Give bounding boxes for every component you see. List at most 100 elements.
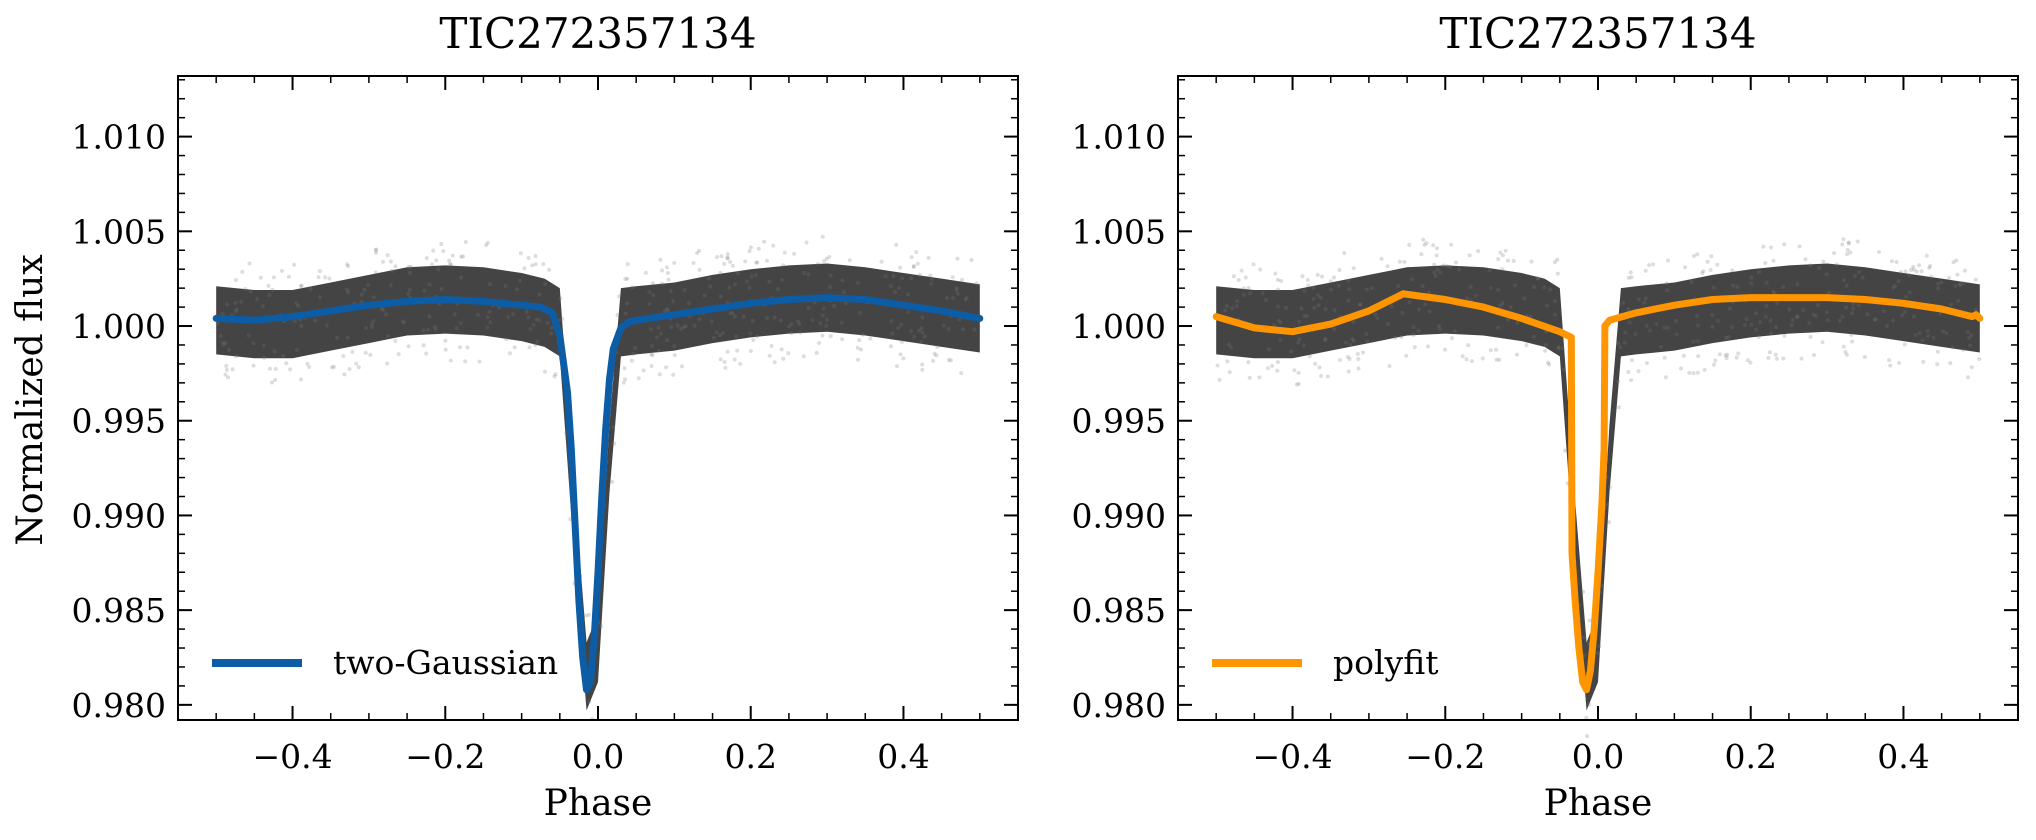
y-tick-label: 1.000 [1072,307,1166,346]
data-point [454,325,459,330]
data-point [488,320,493,325]
data-point [860,332,865,337]
data-point [396,352,401,357]
data-point [725,252,730,257]
data-point [718,270,723,275]
data-point [552,374,557,379]
data-point [1773,352,1778,357]
data-point [686,301,691,306]
data-point [898,265,903,270]
data-point [1919,269,1924,274]
data-point [1223,308,1228,313]
data-point [1258,267,1263,272]
data-point [1621,301,1626,306]
data-point [706,276,711,281]
data-point [1278,337,1283,342]
data-point [1877,249,1882,254]
data-point [900,276,905,281]
data-point [1735,284,1740,289]
data-point [485,325,490,330]
data-point [234,307,239,312]
data-point [891,273,896,278]
data-point [1317,365,1322,370]
data-point [920,367,925,372]
data-point [1857,270,1862,275]
data-point [668,288,673,293]
data-point [671,372,676,377]
data-point [1434,253,1439,258]
data-point [286,274,291,279]
data-point [427,314,432,319]
data-point [917,272,922,277]
data-point [448,358,453,363]
data-point [1821,259,1826,264]
data-point [1284,305,1289,310]
data-point [354,361,359,366]
data-point [1873,317,1878,322]
data-point [932,351,937,356]
data-point [1234,304,1239,309]
data-point [1681,353,1686,358]
data-point [1438,270,1443,275]
data-point [1850,311,1855,316]
data-point [954,288,959,293]
data-point [959,371,964,376]
data-point [767,279,772,284]
data-point [1846,240,1851,245]
data-point [1500,301,1505,306]
data-point [1948,361,1953,366]
data-point [611,424,616,429]
data-point [549,325,554,330]
data-point [1917,263,1922,268]
data-point [1369,285,1374,290]
data-point [909,329,914,334]
data-point [436,267,441,272]
data-point [1541,285,1546,290]
data-point [1766,355,1771,360]
data-point [929,281,934,286]
data-point [1332,308,1337,313]
data-point [1801,308,1806,313]
data-point [1628,270,1633,275]
data-point [1323,337,1328,342]
data-point [1820,340,1825,345]
data-point [262,355,267,360]
data-point [1241,292,1246,297]
data-point [316,275,321,280]
y-tick-label: 0.995 [72,402,166,441]
data-point [1844,305,1849,310]
panel-left: TIC272357134 Phase Normalized flux −0.4−… [10,9,1019,824]
data-point [1480,356,1485,361]
data-point [820,234,825,239]
data-point [1227,370,1232,375]
data-point [1954,258,1959,263]
data-point [1626,275,1631,280]
data-point [1323,336,1328,341]
data-point [1431,243,1436,248]
data-point [258,275,263,280]
data-point [802,270,807,275]
data-point [1841,237,1846,242]
data-point [1553,312,1558,317]
data-point [825,317,830,322]
legend: polyfit [1212,643,1438,682]
data-point [362,287,367,292]
data-points-band [1216,263,1980,711]
data-point [1689,279,1694,284]
data-point [1944,331,1949,336]
data-point [915,261,920,266]
data-point [233,301,238,306]
data-point [1297,319,1302,324]
data-point [643,270,648,275]
data-point [775,287,780,292]
data-point [1497,357,1502,362]
data-point [960,277,965,282]
data-point [1503,248,1508,253]
data-point [1851,306,1856,311]
data-point [1771,289,1776,294]
y-axis-label: Normalized flux [10,254,51,545]
data-point [843,301,848,306]
data-point [1312,305,1317,310]
data-point [1700,270,1705,275]
data-point [447,258,452,263]
